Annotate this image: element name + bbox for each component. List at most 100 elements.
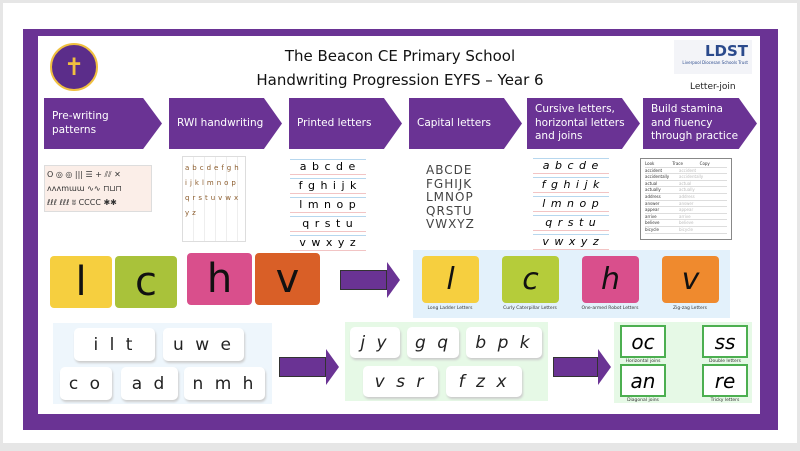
tile-letter: h <box>206 256 233 302</box>
look-word: appear <box>645 207 660 213</box>
ldst-text: LDST <box>704 42 748 60</box>
join-example: oc <box>620 325 666 358</box>
robot-tile: h <box>187 253 252 305</box>
group-card: f z x <box>446 366 522 397</box>
practice-row: accident accident <box>645 168 727 175</box>
family-tile: v <box>662 256 719 303</box>
practice-row: arrive arrive <box>645 214 727 221</box>
join-caption: Diagonal joins <box>627 398 659 403</box>
look-word: answer <box>645 200 660 206</box>
group-card: a d <box>121 367 178 400</box>
practice-sheet: Look Trace Copy accident accident accidental… <box>640 158 732 240</box>
practice-row: accidentally accidentally <box>645 174 727 181</box>
capital-row: VWXYZ <box>426 217 475 231</box>
trust-name: Liverpool Diocesan Schools Trust <box>682 60 748 65</box>
look-word: accident <box>645 167 663 173</box>
practice-row: address address <box>645 194 727 201</box>
trace-word: address <box>679 193 695 199</box>
stage-label: RWI handwriting <box>177 116 264 129</box>
trace-word: actual <box>679 180 692 186</box>
look-word: actually <box>645 187 661 193</box>
stage-label: Printed letters <box>297 116 372 129</box>
group-card: i l t <box>74 328 155 361</box>
col-trace: Trace <box>672 161 683 166</box>
rwi-chart: abcdefghijklmnopqrstuvwxyz <box>182 156 246 242</box>
practice-row: actually actually <box>645 187 727 194</box>
school-logo: ✝ <box>50 43 98 91</box>
cursive-row: q r s t u <box>533 215 609 231</box>
stage-label: Pre-writing patterns <box>52 109 109 136</box>
printed-row: q r s t u <box>290 216 366 232</box>
arrow-right-icon <box>279 349 339 385</box>
family-caption: One-armed Robot Letters <box>581 306 639 311</box>
trace-word: believe <box>679 220 694 226</box>
group-card: g q <box>407 327 459 358</box>
caterpillar-tile: c <box>115 256 177 308</box>
practice-row: appear appear <box>645 207 727 214</box>
join-text: re <box>714 368 736 393</box>
join-caption: Horizontal joins <box>625 359 661 364</box>
tile-letter: v <box>681 262 700 297</box>
capital-row: FGHIJK <box>426 176 473 191</box>
trace-word: actually <box>679 187 695 193</box>
stage-pre-writing: Pre-writing patterns <box>44 98 162 149</box>
join-example: ss <box>702 325 748 358</box>
trace-word: bicycle <box>679 226 693 232</box>
look-word: accidentally <box>645 174 670 180</box>
patterns-card: O ◎ ◎ ||| ☰ + ⫽⫽ ✕ ʌʌʌmɯɯ ∿∿ ⊓⊔⊓ ℓℓℓ ℓℓℓ… <box>44 165 152 212</box>
group-card: b p k <box>466 327 542 358</box>
trace-word: arrive <box>679 213 691 219</box>
col-look: Look <box>645 161 655 166</box>
join-text: an <box>630 368 656 393</box>
capital-row: QRSTU <box>426 203 473 218</box>
stage-rwi: RWI handwriting <box>169 98 282 149</box>
group-card: u w e <box>163 328 244 361</box>
family-tile: l <box>422 256 479 303</box>
ldst-logo: LDST Liverpool Diocesan Schools Trust <box>674 40 752 74</box>
stage-capitals: Capital letters <box>409 98 522 149</box>
capital-letters: ABCDE FGHIJK LMNOP QRSTU VWXYZ <box>426 163 488 232</box>
look-word: believe <box>645 220 660 226</box>
pattern-row: ℓℓℓ ℓℓℓ ʬ CCCC ✱✱ <box>47 198 117 207</box>
trace-word: answer <box>679 200 694 206</box>
page-title: The Beacon CE Primary School <box>284 47 516 65</box>
family-tile: c <box>502 256 559 303</box>
join-example: re <box>702 364 748 397</box>
printed-row: v w x y z <box>290 235 366 251</box>
cursive-row: a b c d e <box>533 158 609 174</box>
practice-row: actual actual <box>645 181 727 188</box>
printed-letters: a b c d e f g h i j k l m n o p q r s t u v … <box>290 156 366 254</box>
pattern-row: O ◎ ◎ ||| ☰ + ⫽⫽ ✕ <box>47 170 121 179</box>
stage-cursive: Cursive letters, horizontal letters and … <box>527 98 640 149</box>
join-caption: Double letters <box>709 359 741 364</box>
capital-row: LMNOP <box>426 190 474 204</box>
cursive-letters: a b c d e f g h i j k l m n o p q r s t u v … <box>533 155 609 253</box>
group-card: c o <box>60 367 112 400</box>
practice-row: believe believe <box>645 220 727 227</box>
join-text: oc <box>631 329 655 354</box>
col-copy: Copy <box>699 161 710 166</box>
practice-row: answer answer <box>645 201 727 208</box>
tile-letter: c <box>135 259 157 305</box>
tile-letter: l <box>75 259 87 305</box>
capital-row: ABCDE <box>426 163 473 177</box>
letter-join-logo: Letter-join <box>690 82 736 92</box>
arrow-right-icon <box>553 349 611 385</box>
trace-word: appear <box>679 207 694 213</box>
trace-word: accident <box>679 167 697 173</box>
cursive-row: l m n o p <box>533 196 609 212</box>
tile-letter: h <box>600 262 620 297</box>
cursive-row: f g h i j k <box>533 177 609 193</box>
group-card: v s r <box>363 366 438 397</box>
cross-icon: ✝ <box>63 53 85 81</box>
join-text: ss <box>714 329 736 354</box>
stage-printed: Printed letters <box>289 98 402 149</box>
look-word: address <box>645 193 661 199</box>
tile-letter: l <box>446 262 455 297</box>
printed-row: f g h i j k <box>290 178 366 194</box>
printed-row: a b c d e <box>290 159 366 175</box>
family-caption: Zig-zag Letters <box>673 306 707 311</box>
stage-label: Capital letters <box>417 116 492 129</box>
printed-row: l m n o p <box>290 197 366 213</box>
look-word: bicycle <box>645 226 659 232</box>
